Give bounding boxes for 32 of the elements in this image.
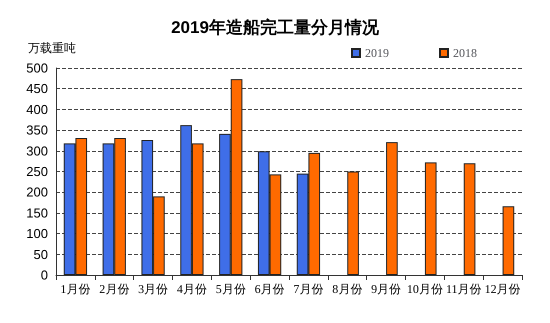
x-tick-label: 2月份 xyxy=(99,282,130,296)
bar xyxy=(424,162,437,275)
y-tick-label: 50 xyxy=(34,246,48,262)
bar xyxy=(347,172,359,275)
y-tick-label: 250 xyxy=(26,164,48,179)
x-tick-label: 5月份 xyxy=(216,282,246,296)
bar xyxy=(502,206,514,275)
y-axis-title: 万载重吨 xyxy=(28,41,76,55)
x-tick-label: 8月份 xyxy=(332,282,362,296)
y-tick-label: 100 xyxy=(26,226,48,242)
bar xyxy=(386,142,398,275)
chart-title: 2019年造船完工量分月情况 xyxy=(171,18,380,37)
legend-label: 2018 xyxy=(453,46,477,60)
y-tick-label: 400 xyxy=(26,102,48,117)
x-tick-label: 9月份 xyxy=(371,282,402,296)
x-tick-label: 10月份 xyxy=(406,282,443,296)
x-tick-label: 7月份 xyxy=(293,282,324,296)
y-tick-label: 0 xyxy=(40,268,48,282)
y-tick-label: 500 xyxy=(26,60,48,76)
x-tick-label: 12月份 xyxy=(484,282,521,296)
x-tick-label: 4月份 xyxy=(176,282,207,296)
bar xyxy=(464,163,476,275)
y-tick-label: 300 xyxy=(26,143,48,158)
x-tick-label: 1月份 xyxy=(60,282,90,296)
legend-label: 2019 xyxy=(365,46,389,60)
x-tick-label: 6月份 xyxy=(254,282,285,296)
x-tick-label: 3月份 xyxy=(138,282,168,296)
y-tick-label: 450 xyxy=(26,81,48,96)
x-tick-label: 11月份 xyxy=(446,282,482,296)
y-tick-label: 150 xyxy=(26,205,48,220)
y-tick-label: 350 xyxy=(26,122,48,138)
y-tick-label: 200 xyxy=(26,184,48,200)
